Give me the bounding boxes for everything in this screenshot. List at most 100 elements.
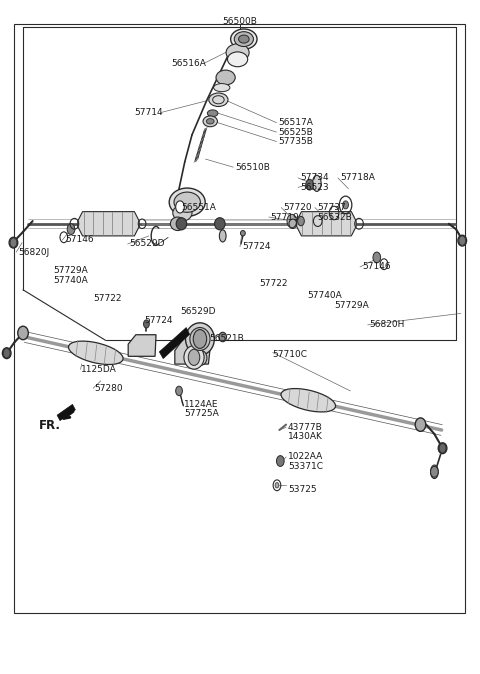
- Ellipse shape: [2, 348, 11, 359]
- Bar: [14, 24, 465, 613]
- Text: 57146: 57146: [65, 235, 94, 245]
- Ellipse shape: [216, 70, 235, 85]
- Text: 57725A: 57725A: [184, 409, 219, 419]
- Circle shape: [439, 443, 446, 453]
- Polygon shape: [297, 212, 356, 236]
- Text: 56551A: 56551A: [181, 203, 216, 212]
- Text: 57714: 57714: [134, 108, 163, 117]
- Ellipse shape: [458, 235, 467, 246]
- Text: 57737: 57737: [317, 203, 346, 212]
- Text: 56510B: 56510B: [235, 162, 270, 172]
- Circle shape: [176, 386, 182, 396]
- Text: 1022AA: 1022AA: [288, 452, 323, 462]
- Circle shape: [275, 483, 279, 488]
- Circle shape: [298, 216, 304, 226]
- Circle shape: [373, 252, 381, 263]
- Text: 56516A: 56516A: [171, 59, 206, 68]
- Ellipse shape: [438, 443, 447, 454]
- Ellipse shape: [173, 205, 192, 221]
- Text: 53725: 53725: [288, 485, 317, 494]
- Ellipse shape: [312, 175, 321, 191]
- Text: 57722: 57722: [94, 294, 122, 303]
- Ellipse shape: [431, 465, 438, 479]
- Circle shape: [67, 224, 75, 235]
- Circle shape: [287, 214, 297, 228]
- Ellipse shape: [190, 328, 210, 350]
- Text: 56820H: 56820H: [370, 320, 405, 330]
- Ellipse shape: [18, 326, 28, 340]
- Ellipse shape: [206, 119, 214, 124]
- Text: 57724: 57724: [242, 242, 270, 251]
- Text: 57734: 57734: [300, 173, 329, 183]
- Ellipse shape: [228, 52, 248, 67]
- Text: 56500B: 56500B: [223, 17, 257, 26]
- Ellipse shape: [214, 84, 230, 92]
- Text: 57710C: 57710C: [273, 350, 308, 359]
- Circle shape: [343, 201, 348, 209]
- Text: FR.: FR.: [38, 419, 60, 433]
- Text: 56529D: 56529D: [180, 307, 216, 316]
- Polygon shape: [78, 212, 139, 236]
- Polygon shape: [159, 328, 190, 359]
- Circle shape: [188, 349, 200, 365]
- Text: 56521B: 56521B: [209, 334, 244, 343]
- Ellipse shape: [239, 35, 249, 43]
- Text: 57280: 57280: [94, 384, 123, 393]
- Ellipse shape: [226, 44, 249, 61]
- Ellipse shape: [215, 218, 225, 230]
- Text: 56820J: 56820J: [18, 247, 49, 257]
- Text: 57740A: 57740A: [307, 290, 342, 300]
- Circle shape: [306, 179, 313, 190]
- Ellipse shape: [234, 32, 253, 47]
- Text: 1124AE: 1124AE: [184, 400, 219, 409]
- Ellipse shape: [176, 218, 187, 230]
- Circle shape: [144, 320, 149, 328]
- Circle shape: [3, 348, 10, 358]
- Ellipse shape: [415, 418, 426, 431]
- Circle shape: [176, 201, 184, 213]
- Circle shape: [431, 466, 438, 477]
- Text: 57718A: 57718A: [340, 173, 375, 183]
- Text: 1125DA: 1125DA: [81, 365, 116, 374]
- Text: 57729A: 57729A: [334, 301, 369, 311]
- Text: 56525B: 56525B: [278, 127, 313, 137]
- Text: 57722: 57722: [259, 278, 288, 288]
- Circle shape: [459, 236, 466, 245]
- Ellipse shape: [184, 346, 204, 369]
- Ellipse shape: [230, 29, 257, 49]
- Text: 57740A: 57740A: [54, 276, 88, 285]
- Text: 56517A: 56517A: [278, 118, 313, 127]
- Text: 56523: 56523: [300, 183, 329, 192]
- Ellipse shape: [240, 231, 245, 236]
- Ellipse shape: [219, 332, 227, 342]
- Ellipse shape: [207, 110, 218, 117]
- Polygon shape: [175, 337, 211, 364]
- Text: 57146: 57146: [362, 262, 391, 272]
- Text: 57724: 57724: [144, 316, 172, 326]
- Text: 56529D: 56529D: [130, 239, 165, 249]
- Text: 56532B: 56532B: [317, 212, 351, 222]
- Circle shape: [193, 330, 207, 348]
- Text: 57735B: 57735B: [278, 137, 313, 146]
- Ellipse shape: [219, 230, 226, 242]
- Ellipse shape: [170, 217, 185, 231]
- Text: 57720: 57720: [283, 203, 312, 212]
- Text: 1430AK: 1430AK: [288, 432, 323, 441]
- Text: 57719: 57719: [271, 212, 300, 222]
- Ellipse shape: [195, 350, 207, 365]
- Ellipse shape: [9, 237, 18, 248]
- Ellipse shape: [69, 341, 123, 365]
- Circle shape: [10, 238, 17, 247]
- Polygon shape: [128, 335, 156, 357]
- Polygon shape: [57, 404, 75, 421]
- Circle shape: [276, 456, 284, 466]
- Ellipse shape: [169, 188, 205, 216]
- Text: 43777B: 43777B: [288, 423, 323, 432]
- Ellipse shape: [281, 388, 336, 412]
- Ellipse shape: [203, 116, 217, 127]
- Text: 57729A: 57729A: [54, 266, 88, 276]
- Ellipse shape: [174, 192, 201, 212]
- Ellipse shape: [209, 93, 228, 106]
- Text: 53371C: 53371C: [288, 462, 323, 471]
- Ellipse shape: [186, 323, 215, 355]
